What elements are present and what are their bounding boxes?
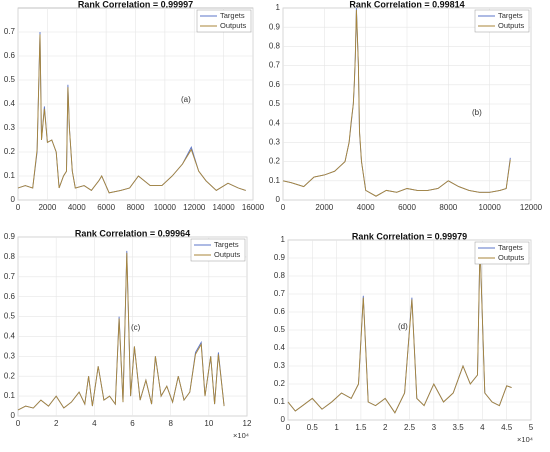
annotation: (a) [181, 95, 191, 104]
x-tick-label: 4000 [357, 203, 375, 212]
legend-label: Targets [498, 243, 523, 252]
y-tick-label: 0 [276, 195, 281, 204]
y-tick-label: 0.1 [269, 176, 281, 185]
y-tick-label: 0.2 [269, 157, 281, 166]
x-tick-label: 8 [168, 419, 173, 428]
x-tick-label: 2000 [38, 203, 56, 212]
y-tick-label: 0.8 [274, 271, 286, 280]
series-line [17, 252, 225, 411]
x-tick-label: 4 [92, 419, 97, 428]
chart-title: Rank Correlation = 0.99814 [349, 0, 464, 9]
annotation: (b) [472, 108, 482, 117]
x-tick-label: 6 [130, 419, 135, 428]
x-exponent: ×10⁴ [517, 435, 533, 444]
x-tick-label: 10000 [154, 203, 177, 212]
x-tick-label: 10000 [479, 203, 502, 212]
y-tick-label: 0.9 [274, 253, 286, 262]
y-tick-label: 0.6 [4, 292, 16, 301]
y-tick-label: 0.9 [269, 22, 281, 31]
y-tick-label: 0 [11, 411, 16, 420]
y-tick-label: 0.3 [4, 123, 16, 132]
y-tick-label: 0.6 [269, 80, 281, 89]
annotation: (d) [398, 322, 408, 331]
annotation: (c) [131, 323, 141, 332]
y-tick-label: 0.1 [4, 171, 16, 180]
x-tick-label: 1 [334, 423, 339, 432]
series-line [282, 9, 511, 197]
y-tick-label: 0.5 [269, 99, 281, 108]
x-tick-label: 2 [54, 419, 59, 428]
y-tick-label: 0.4 [269, 118, 281, 127]
y-tick-label: 0.6 [274, 307, 286, 316]
x-tick-label: 2.5 [404, 423, 416, 432]
y-tick-label: 0.4 [274, 343, 286, 352]
y-tick-label: 0.3 [4, 351, 16, 360]
legend-label: Targets [220, 11, 245, 20]
y-tick-label: 0.8 [269, 42, 281, 51]
x-tick-label: 14000 [213, 203, 236, 212]
legend-label: Outputs [214, 250, 241, 259]
chart-title: Rank Correlation = 0.99979 [352, 231, 467, 241]
x-tick-label: 2 [383, 423, 388, 432]
y-tick-label: 0.9 [4, 232, 16, 241]
y-tick-label: 0.5 [274, 325, 286, 334]
x-tick-label: 5 [529, 423, 534, 432]
y-tick-label: 0.5 [4, 312, 16, 321]
y-tick-label: 0.5 [4, 75, 16, 84]
legend-label: Targets [498, 11, 523, 20]
x-tick-label: 0.5 [307, 423, 319, 432]
x-tick-label: 12000 [520, 203, 543, 212]
y-tick-label: 0.7 [274, 289, 286, 298]
x-tick-label: 6000 [97, 203, 115, 212]
y-tick-label: 0.8 [4, 252, 16, 261]
legend-label: Outputs [498, 253, 525, 262]
series-line [17, 34, 246, 194]
x-tick-label: 6000 [398, 203, 416, 212]
y-tick-label: 0.4 [4, 99, 16, 108]
y-tick-label: 0.4 [4, 332, 16, 341]
x-tick-label: 4000 [68, 203, 86, 212]
x-tick-label: 4 [480, 423, 485, 432]
x-tick-label: 2000 [315, 203, 333, 212]
y-tick-label: 0.2 [4, 147, 16, 156]
x-tick-label: 0 [286, 423, 291, 432]
y-tick-label: 0.1 [274, 397, 286, 406]
y-tick-label: 0.6 [4, 51, 16, 60]
y-tick-label: 0.1 [4, 391, 16, 400]
y-tick-label: 0.7 [269, 61, 281, 70]
y-tick-label: 0.2 [274, 379, 286, 388]
y-tick-label: 1 [281, 235, 286, 244]
y-tick-label: 1 [276, 3, 281, 12]
x-tick-label: 3 [432, 423, 437, 432]
legend-label: Outputs [498, 21, 525, 30]
legend-label: Outputs [220, 21, 247, 30]
x-tick-label: 3.5 [453, 423, 465, 432]
x-tick-label: 8000 [127, 203, 145, 212]
x-tick-label: 16000 [242, 203, 265, 212]
y-tick-label: 0 [11, 195, 16, 204]
chart-title: Rank Correlation = 0.99997 [78, 0, 193, 9]
x-tick-label: 10 [204, 419, 213, 428]
y-tick-label: 0.7 [4, 272, 16, 281]
x-tick-label: 1.5 [355, 423, 367, 432]
x-tick-label: 0 [16, 203, 21, 212]
x-tick-label: 12 [243, 419, 252, 428]
x-tick-label: 4.5 [501, 423, 513, 432]
x-tick-label: 8000 [439, 203, 457, 212]
y-tick-label: 0.3 [269, 138, 281, 147]
y-tick-label: 0.7 [4, 27, 16, 36]
x-tick-label: 12000 [183, 203, 206, 212]
y-tick-label: 0 [281, 415, 286, 424]
y-tick-label: 0.2 [4, 371, 16, 380]
legend-label: Targets [214, 240, 239, 249]
x-tick-label: 0 [281, 203, 286, 212]
chart-title: Rank Correlation = 0.99964 [75, 228, 190, 238]
x-tick-label: 0 [16, 419, 21, 428]
y-tick-label: 0.3 [274, 361, 286, 370]
x-exponent: ×10⁴ [233, 431, 249, 440]
series-line [287, 245, 512, 414]
